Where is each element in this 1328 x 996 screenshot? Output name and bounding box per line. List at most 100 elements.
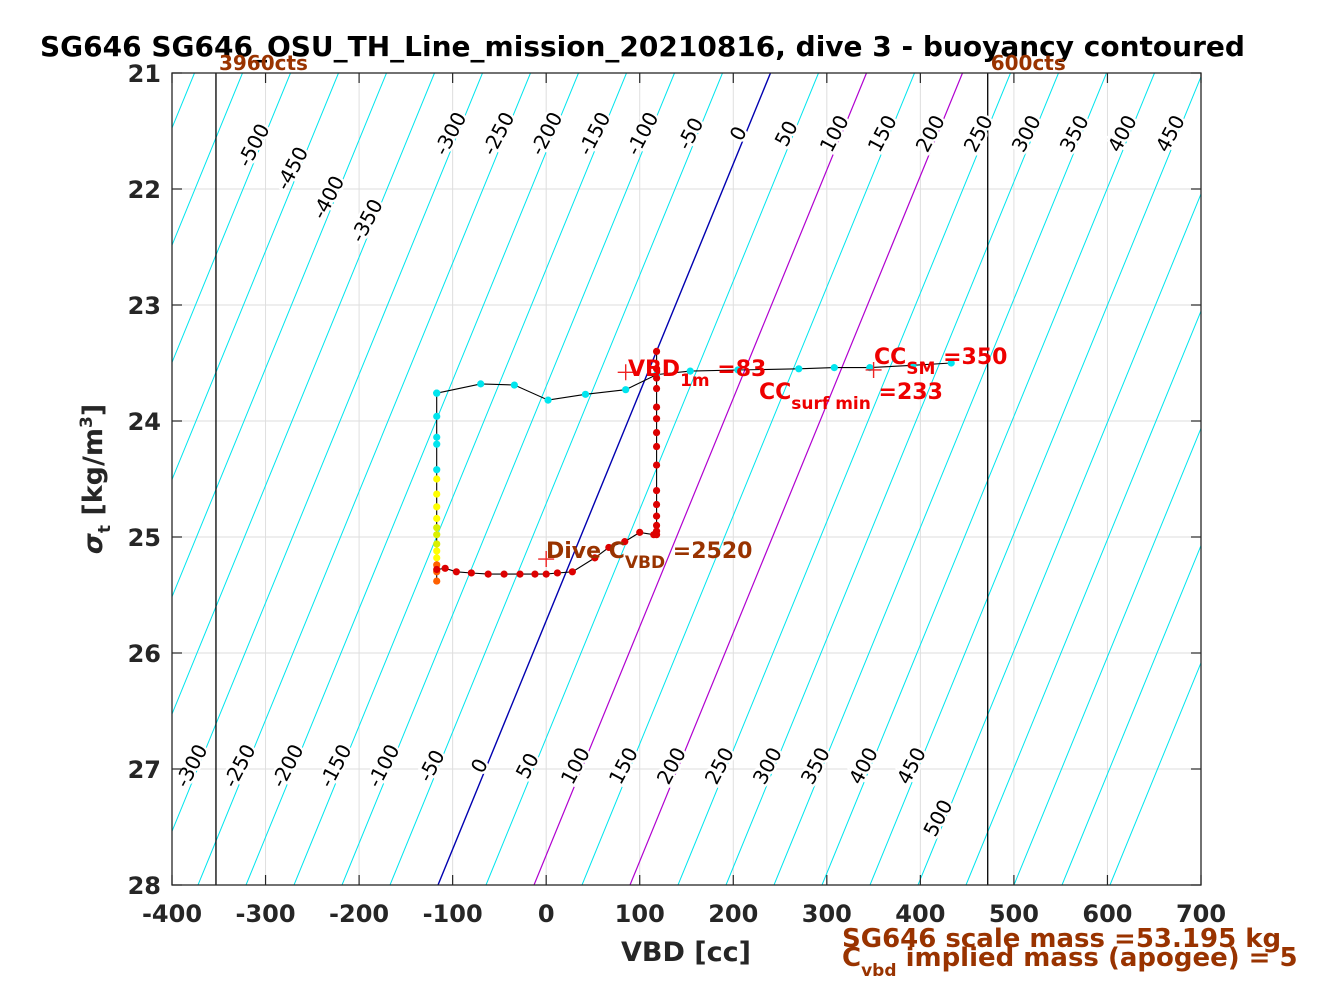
contour-line bbox=[629, 73, 964, 885]
y-tick-label: 28 bbox=[128, 872, 161, 900]
data-point bbox=[433, 389, 441, 397]
implied-mass-footer: Cvbd implied mass (apogee) = 5 bbox=[842, 943, 1298, 981]
contour-line bbox=[1109, 661, 1201, 885]
data-point bbox=[830, 364, 838, 372]
contour-line bbox=[172, 73, 291, 364]
contour-line bbox=[485, 73, 819, 885]
x-tick-label: 0 bbox=[538, 900, 555, 928]
data-point bbox=[484, 570, 492, 578]
data-point bbox=[433, 565, 441, 574]
data-point bbox=[452, 568, 460, 576]
chart-title: SG646 SG646_OSU_TH_Line_mission_20210816… bbox=[40, 30, 1245, 63]
y-tick-label: 26 bbox=[128, 640, 161, 668]
data-point bbox=[531, 570, 539, 578]
data-point bbox=[553, 569, 562, 577]
x-tick-label: -200 bbox=[329, 900, 389, 928]
data-point bbox=[433, 503, 441, 511]
x-tick-label: 100 bbox=[615, 900, 665, 928]
data-point bbox=[433, 433, 441, 441]
contour-line bbox=[341, 73, 675, 885]
data-point bbox=[433, 440, 441, 448]
x-axis-label: VBD [cc] bbox=[621, 937, 751, 968]
y-tick-label: 24 bbox=[128, 408, 161, 436]
x-tick-label: -300 bbox=[236, 900, 296, 928]
data-point bbox=[433, 524, 441, 532]
axis-ticks: -400 -300 -200 -100 0 100 200 300 400 500 600 700 21… bbox=[128, 60, 1226, 928]
data-point bbox=[591, 554, 599, 562]
contour-line bbox=[581, 73, 915, 885]
plot-area bbox=[172, 73, 1201, 885]
x-tick-label: 400 bbox=[895, 900, 945, 928]
contour-line bbox=[1013, 427, 1201, 885]
data-point bbox=[510, 381, 518, 389]
data-point bbox=[500, 570, 508, 578]
contour-line bbox=[773, 73, 1107, 885]
contour-line bbox=[725, 73, 1059, 885]
data-point bbox=[652, 384, 661, 393]
buoyancy-contours bbox=[172, 73, 1201, 885]
contour-line bbox=[172, 73, 435, 716]
data-point bbox=[795, 365, 803, 373]
data-point bbox=[544, 396, 552, 404]
data-point bbox=[441, 564, 449, 572]
dive-cvbd-marker bbox=[538, 551, 555, 568]
data-point bbox=[467, 569, 475, 577]
data-point bbox=[433, 475, 441, 483]
contour-line bbox=[172, 73, 387, 599]
data-point bbox=[636, 528, 644, 536]
data-point bbox=[734, 366, 742, 374]
data-point bbox=[652, 500, 661, 509]
data-point bbox=[477, 380, 485, 388]
data-point bbox=[650, 531, 658, 539]
count-label: 3960cts bbox=[219, 51, 308, 75]
x-tick-label: 700 bbox=[1176, 900, 1226, 928]
data-point bbox=[652, 461, 661, 469]
data-point bbox=[652, 487, 661, 495]
x-tick-label: 200 bbox=[708, 900, 758, 928]
y-axis-label: σt [kg/m3] bbox=[77, 404, 115, 554]
scale-mass-footer: SG646 scale mass =53.195 kg bbox=[842, 924, 1281, 954]
data-point bbox=[433, 412, 441, 420]
cc-surf-min-marker bbox=[865, 361, 882, 378]
vbd-1m-marker bbox=[617, 364, 634, 381]
contour-line bbox=[965, 309, 1201, 885]
plot-frame bbox=[171, 72, 1202, 886]
data-point bbox=[605, 543, 613, 552]
data-point bbox=[516, 570, 524, 578]
y-tick-label: 27 bbox=[128, 756, 161, 784]
data-point bbox=[652, 403, 661, 411]
x-tick-label: -100 bbox=[423, 900, 483, 928]
contour-line bbox=[197, 73, 531, 885]
data-point bbox=[542, 570, 550, 578]
y-tick-label: 21 bbox=[128, 60, 161, 88]
data-point bbox=[686, 367, 694, 375]
data-point bbox=[433, 554, 441, 562]
data-point bbox=[652, 442, 661, 451]
contour-line bbox=[533, 73, 868, 885]
contour-line bbox=[869, 75, 1201, 885]
contour-line bbox=[1061, 544, 1201, 885]
data-point bbox=[433, 577, 441, 585]
count-label: 600cts bbox=[991, 51, 1066, 75]
data-point bbox=[433, 514, 441, 523]
data-point bbox=[652, 521, 661, 530]
y-tick-label: 25 bbox=[128, 524, 161, 552]
data-point bbox=[433, 466, 441, 474]
data-point bbox=[652, 512, 661, 520]
contour-line bbox=[437, 73, 772, 885]
x-tick-label: 300 bbox=[802, 900, 852, 928]
x-tick-label: 600 bbox=[1082, 900, 1132, 928]
data-point bbox=[622, 386, 630, 394]
count-lines: 3960cts 600cts bbox=[215, 51, 1066, 885]
data-point bbox=[621, 538, 629, 546]
data-point bbox=[433, 547, 441, 555]
x-tick-label: 500 bbox=[989, 900, 1039, 928]
contour-line bbox=[677, 73, 1011, 885]
data-point bbox=[433, 490, 441, 498]
y-tick-label: 23 bbox=[128, 292, 161, 320]
contour-line bbox=[917, 192, 1201, 885]
data-point bbox=[909, 361, 917, 369]
data-point bbox=[433, 531, 441, 539]
plus-markers bbox=[538, 361, 882, 568]
data-point bbox=[652, 415, 661, 423]
